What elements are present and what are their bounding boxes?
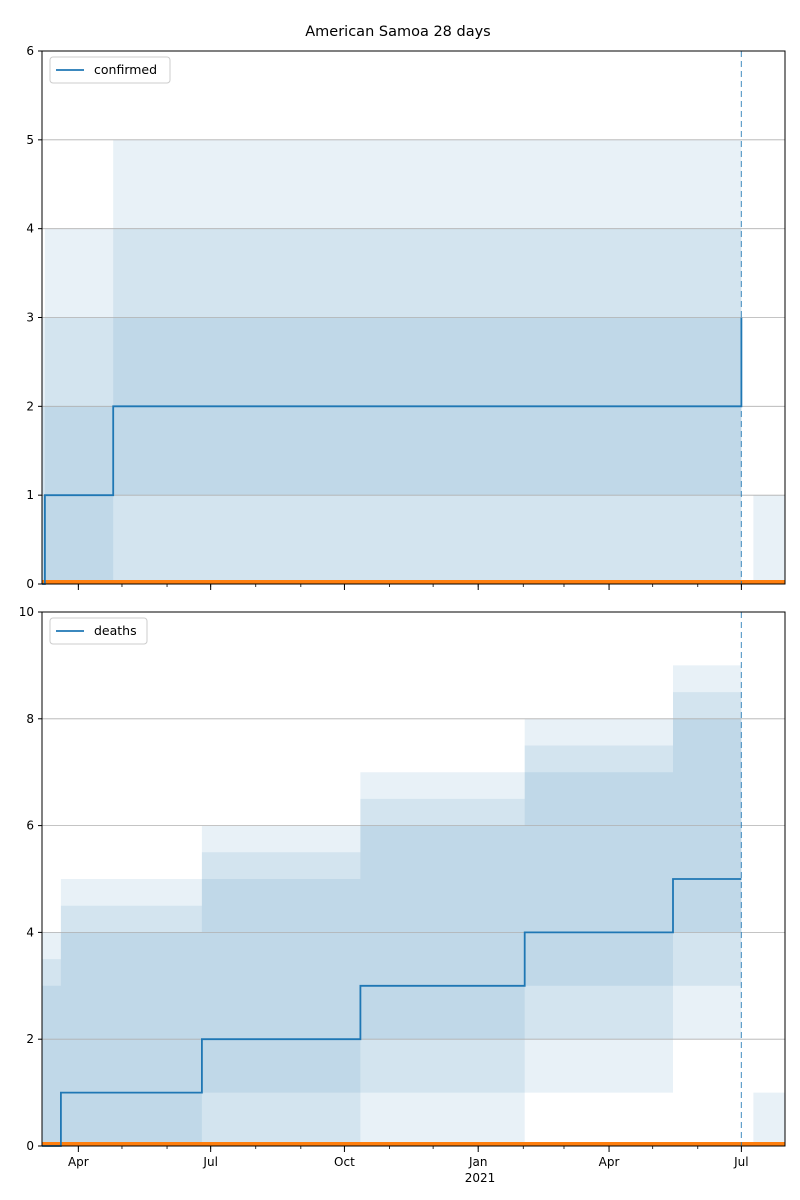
legend-confirmed: confirmed — [49, 56, 171, 84]
y-tick-label: 4 — [26, 925, 34, 939]
y-tick-label: 5 — [26, 133, 34, 147]
panel-deaths: 0 2 4 6 8 10 deaths — [19, 605, 786, 1153]
x-axis-year-label: 2021 — [465, 1171, 496, 1185]
forecast-tail-band — [753, 495, 785, 584]
uncertainty-band — [42, 139, 742, 585]
y-tick-label: 3 — [26, 311, 34, 325]
y-tick-label: 1 — [26, 488, 34, 502]
y-tick-label: 2 — [26, 1032, 34, 1046]
y-tick-label: 6 — [26, 44, 34, 58]
x-tick-label: Jul — [733, 1155, 748, 1169]
legend-deaths-box — [49, 617, 148, 645]
panel-deaths-frame — [41, 611, 786, 1147]
x-tick-label: Jan — [468, 1155, 488, 1169]
y-tick-label: 6 — [26, 819, 34, 833]
legend-deaths: deaths — [49, 617, 148, 645]
legend-confirmed-box — [49, 56, 171, 84]
y-tick-label: 0 — [26, 577, 34, 591]
x-tick-label: Apr — [599, 1155, 620, 1169]
chart-title: American Samoa 28 days — [305, 24, 490, 40]
uncertainty-band — [42, 665, 742, 1146]
series-line-confirmed — [42, 317, 743, 585]
forecast-tail-band — [753, 1092, 785, 1146]
y-tick-label: 4 — [26, 222, 34, 236]
panel-confirmed-frame — [41, 50, 786, 585]
y-tick-label: 8 — [26, 712, 34, 726]
y-tick-label: 10 — [19, 605, 34, 619]
x-tick-label: Jul — [202, 1155, 217, 1169]
legend-deaths-label: deaths — [94, 623, 137, 638]
y-tick-label: 0 — [26, 1139, 34, 1153]
uncertainty-band — [42, 692, 742, 1146]
x-tick-label: Oct — [334, 1155, 355, 1169]
y-tick-label: 2 — [26, 399, 34, 413]
series-line-deaths — [42, 878, 742, 1147]
panel-confirmed: 0 1 2 3 4 5 6 confirmed — [26, 44, 786, 591]
x-tick-label: Apr — [68, 1155, 89, 1169]
legend-confirmed-label: confirmed — [94, 62, 157, 77]
